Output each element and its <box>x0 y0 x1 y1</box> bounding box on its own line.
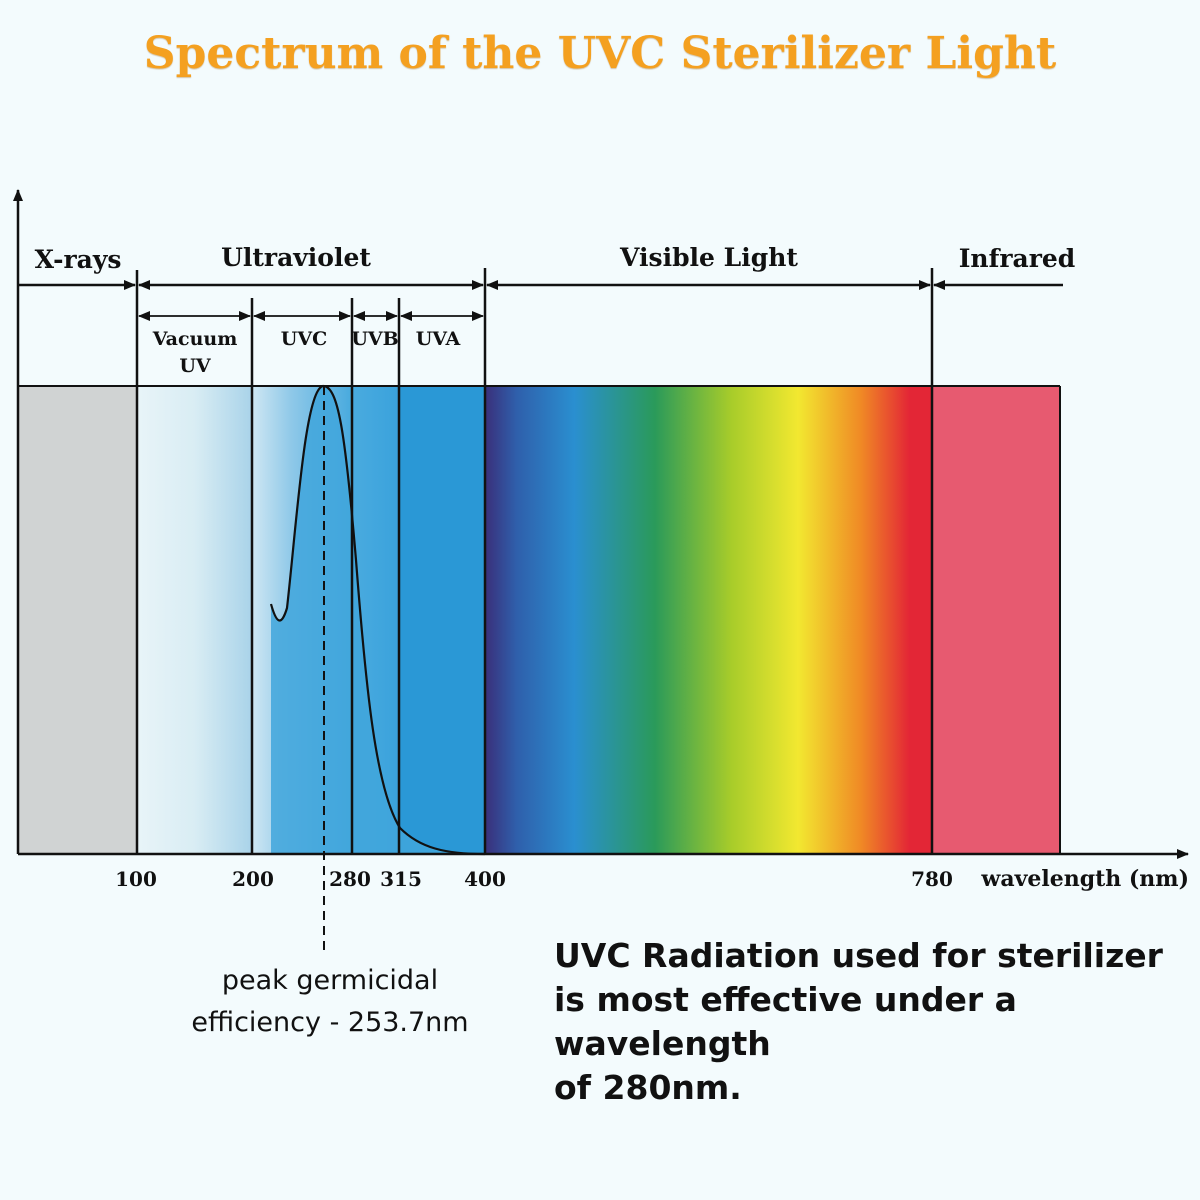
tick-label-280: 280 <box>329 867 371 891</box>
peak-germicidal-note: peak germicidal efficiency - 253.7nm <box>160 960 500 1044</box>
visible-light-label: Visible Light <box>619 243 798 272</box>
tick-label-315: 315 <box>380 867 422 891</box>
uvc-radiation-note: UVC Radiation used for sterilizer is mos… <box>554 934 1194 1110</box>
tick-label-200: 200 <box>232 867 274 891</box>
tick-label-400: 400 <box>464 867 506 891</box>
vacuum-uv-label-line1: Vacuum <box>152 328 238 350</box>
uva-label: UVA <box>416 328 461 350</box>
xrays-label: X-rays <box>35 245 122 274</box>
uvc-note-line2: is most effective under a wavelength <box>554 980 1017 1063</box>
vacuum-uv-label-line2: UV <box>179 355 212 377</box>
ultraviolet-label: Ultraviolet <box>221 243 371 272</box>
uvc-note-line1: UVC Radiation used for sterilizer <box>554 936 1163 975</box>
uva-band <box>399 386 485 854</box>
infrared-band <box>932 386 1060 854</box>
uvb-label: UVB <box>351 328 398 350</box>
page-title: Spectrum of the UVC Sterilizer Light <box>143 28 1057 79</box>
xrays-band <box>19 386 136 854</box>
infrared-label: Infrared <box>959 244 1076 273</box>
visible-band <box>485 386 932 854</box>
uvc-label: UVC <box>281 328 327 350</box>
uvc-note-line3: of 280nm. <box>554 1068 742 1107</box>
vacuum-uv-band <box>137 386 252 854</box>
peak-note-line2: efficiency - 253.7nm <box>191 1007 469 1038</box>
tick-label-780: 780 <box>911 867 953 891</box>
tick-label-100: 100 <box>115 867 157 891</box>
peak-note-line1: peak germicidal <box>221 965 439 996</box>
x-axis-label: wavelength (nm) <box>980 866 1189 892</box>
